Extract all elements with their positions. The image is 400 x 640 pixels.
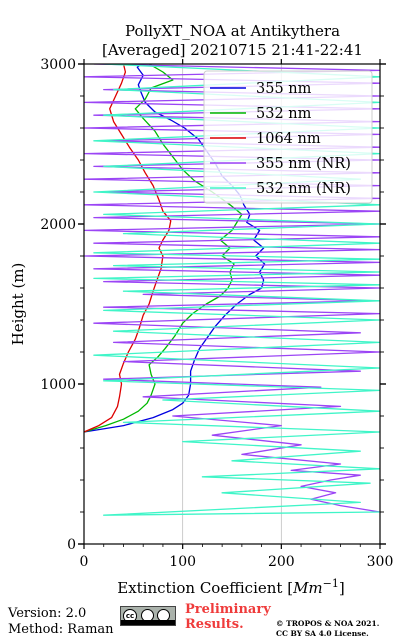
chart-legend: 355 nm 532 nm 1064 nm 355 nm (NR) 532 nm (NR… [203, 70, 373, 204]
y-tick-label: 2000 [40, 217, 76, 233]
y-tick-label: 0 [67, 537, 76, 553]
legend-label: 355 nm [256, 81, 312, 97]
preliminary-line-2: Results. [185, 617, 244, 632]
copyright-notice: © TROPOS & NOA 2021. CC BY SA 4.0 Licens… [276, 619, 379, 639]
series-line-1064-nm [84, 64, 172, 433]
series-line-532-nm [84, 64, 243, 433]
copyright-line-1: © TROPOS & NOA 2021. [276, 619, 380, 628]
legend-label: 532 nm (NR) [256, 181, 351, 197]
preliminary-results-label: Preliminary Results. [185, 602, 271, 632]
x-tick-label: 300 [367, 554, 394, 570]
copyright-line-2: CC BY SA 4.0 License. [276, 629, 369, 638]
plot-frame [83, 63, 381, 545]
legend-box [203, 70, 373, 204]
y-tick-label: 1000 [40, 377, 76, 393]
x-axis-label: Extinction Coefficient [Mm−1] [117, 577, 344, 597]
badge-strip [121, 620, 175, 625]
method-text: Method: Raman [8, 622, 114, 637]
chart-title-line-1: PollyXT_NOA at Antikythera [124, 22, 341, 40]
preliminary-line-1: Preliminary [185, 602, 271, 617]
y-axis-label: Height (m) [9, 263, 27, 346]
x-tick-label: 0 [80, 554, 89, 570]
cc-by-sa-badge-icon: cc [120, 606, 176, 626]
y-tick-label: 3000 [40, 57, 76, 73]
version-text: Version: 2.0 [8, 606, 87, 621]
legend-label: 532 nm [256, 106, 312, 122]
x-tick-label: 200 [268, 554, 295, 570]
legend-label: 1064 nm [256, 131, 321, 147]
x-tick-label: 100 [169, 554, 196, 570]
legend-label: 355 nm (NR) [256, 156, 351, 172]
chart-title-line-2: [Averaged] 20210715 21:41-22:41 [102, 41, 363, 59]
